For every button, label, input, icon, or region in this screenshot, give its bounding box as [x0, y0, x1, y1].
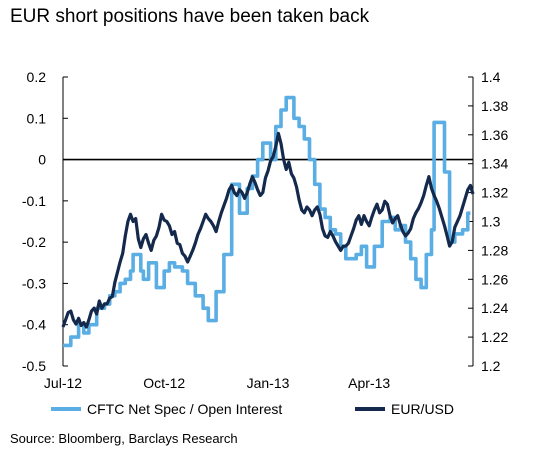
y-left-tick-label: -0.1 [22, 193, 46, 209]
legend: CFTC Net Spec / Open Interest EUR/USD [51, 401, 454, 417]
y-right-tick-label: 1.24 [481, 300, 508, 316]
y-left-tick-group: 0.2 0.1 0 -0.1 -0.2 -0.3 -0.4 -0.5 [22, 69, 68, 374]
y-right-tick-label: 1.34 [481, 156, 508, 172]
y-right-tick-label: 1.22 [481, 329, 508, 345]
x-tick-label: Jan-13 [247, 375, 290, 391]
y-right-tick-label: 1.32 [481, 185, 508, 201]
y-left-tick-label: 0 [38, 152, 46, 168]
legend-label-eurusd: EUR/USD [391, 401, 454, 417]
series-group [61, 95, 475, 348]
series-line-cftc [63, 95, 471, 348]
y-right-tick-label: 1.28 [481, 242, 508, 258]
y-right-tick-label: 1.36 [481, 127, 508, 143]
x-tick-label: Oct-12 [143, 375, 185, 391]
chart-title: EUR short positions have been taken back [10, 6, 370, 27]
y-right-tick-label: 1.3 [481, 214, 501, 230]
legend-label-cftc: CFTC Net Spec / Open Interest [87, 401, 282, 417]
y-left-tick-label: -0.3 [22, 275, 46, 291]
x-axis-tick-group: Jul-12 Oct-12 Jan-13 Apr-13 [44, 375, 390, 391]
y-left-tick-label: 0.1 [27, 110, 47, 126]
y-left-tick-label: -0.5 [22, 358, 46, 374]
y-right-axis: 1.4 1.38 1.36 1.34 1.32 1.3 1.28 1.26 1.24 1.22 1.… [468, 69, 508, 374]
y-right-tick-label: 1.38 [481, 98, 508, 114]
y-left-tick-label: -0.2 [22, 234, 46, 250]
y-right-tick-label: 1.4 [481, 69, 501, 85]
x-tick-label: Apr-13 [348, 375, 390, 391]
y-left-tick-label: -0.4 [22, 317, 46, 333]
y-right-tick-label: 1.26 [481, 271, 508, 287]
y-left-axis: 0.2 0.1 0 -0.1 -0.2 -0.3 -0.4 -0.5 [22, 69, 68, 374]
y-right-tick-group: 1.4 1.38 1.36 1.34 1.32 1.3 1.28 1.26 1.24 1.22 1.… [468, 69, 508, 374]
y-right-tick-label: 1.2 [481, 358, 501, 374]
source-note: Source: Bloomberg, Barclays Research [10, 431, 238, 446]
x-tick-label: Jul-12 [44, 375, 82, 391]
series-line-eurusd [61, 131, 475, 329]
y-left-tick-label: 0.2 [27, 69, 47, 85]
